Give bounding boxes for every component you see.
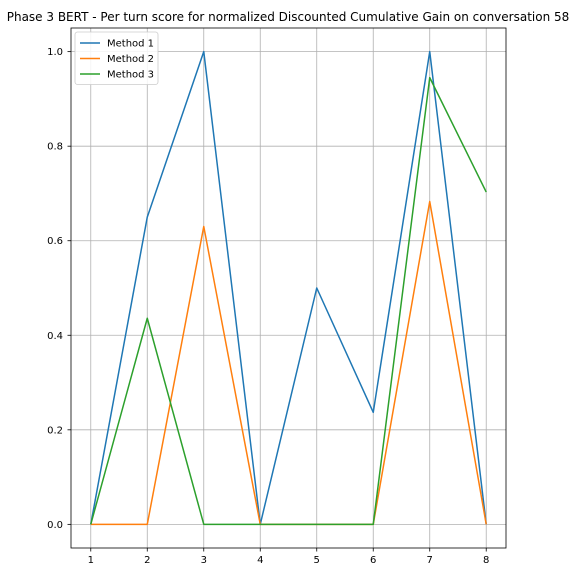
x-tick-label: 2 [144, 555, 150, 566]
grid-lines [71, 28, 506, 548]
series-line-2 [90, 200, 487, 526]
y-tick-label: 1.0 [47, 47, 63, 58]
legend-box [74, 31, 159, 85]
legend: Method 1 Method 2 Method 3 [74, 31, 159, 85]
y-tick-label: 0.8 [47, 142, 63, 153]
x-tick-label: 6 [370, 555, 376, 566]
series-line-3 [90, 76, 487, 526]
x-tick-label: 8 [483, 555, 489, 566]
plot-area [70, 27, 507, 549]
series-line-1 [90, 50, 487, 526]
x-tick-label: 4 [257, 555, 263, 566]
y-tick-label: 0.6 [47, 236, 63, 247]
y-tick-label: 0.0 [47, 520, 63, 531]
x-tick-label: 1 [88, 555, 94, 566]
series-group [90, 50, 487, 526]
y-tick-label: 0.4 [47, 331, 63, 342]
x-tick-label: 7 [427, 555, 433, 566]
y-tick-label: 0.2 [47, 425, 63, 436]
chart-title: Phase 3 BERT - Per turn score for normal… [7, 10, 570, 24]
axis-ticks: 1 2 3 4 5 6 7 8 0.0 0.2 0.4 0.6 0.8 1.0 [47, 47, 489, 566]
x-tick-label: 3 [201, 555, 207, 566]
legend-label-3: Method 3 [107, 70, 154, 81]
legend-label-1: Method 1 [107, 39, 154, 50]
legend-label-2: Method 2 [107, 54, 154, 65]
x-tick-label: 5 [314, 555, 320, 566]
